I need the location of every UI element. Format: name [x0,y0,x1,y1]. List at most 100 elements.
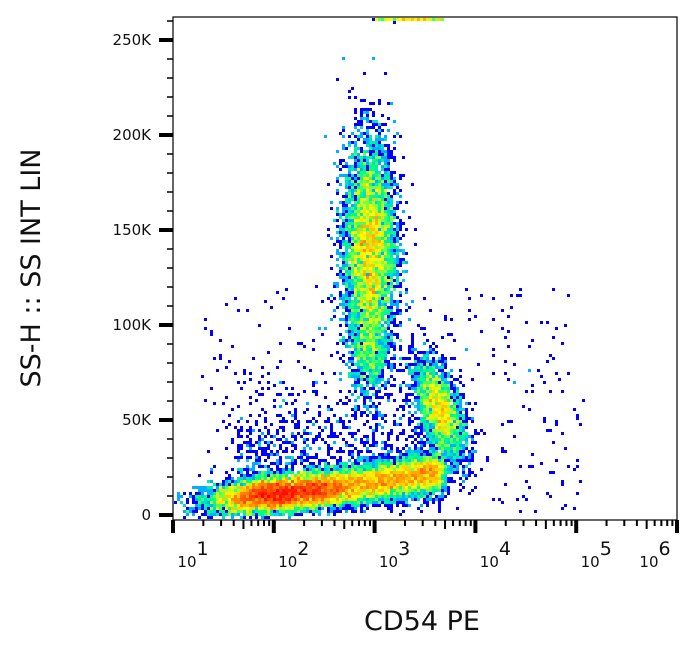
density-cell [360,411,363,414]
density-cell [369,462,372,465]
density-cell [378,123,381,126]
density-cell [444,375,447,378]
density-cell [315,381,318,384]
density-cell [378,252,381,255]
density-cell [324,492,327,495]
density-cell [357,456,360,459]
density-cell [363,423,366,426]
density-cell [375,252,378,255]
density-cell [543,420,546,423]
density-cell [288,507,291,510]
density-cell [240,495,243,498]
density-cell [231,408,234,411]
density-cell [390,177,393,180]
density-cell [393,456,396,459]
density-cell [459,405,462,408]
density-cell [378,381,381,384]
density-cell [354,468,357,471]
density-cell [363,159,366,162]
density-cell [348,324,351,327]
density-cell [324,504,327,507]
density-cell [396,132,399,135]
density-cell [351,342,354,345]
density-cell [264,450,267,453]
density-cell [396,252,399,255]
density-cell [453,402,456,405]
density-cell [372,501,375,504]
density-cell [306,408,309,411]
density-cell [357,453,360,456]
density-cell [336,252,339,255]
density-cell [429,447,432,450]
density-cell [291,495,294,498]
density-cell [354,180,357,183]
density-cell [393,459,396,462]
density-cell [465,447,468,450]
density-cell [321,492,324,495]
density-cell [384,480,387,483]
density-cell [375,207,378,210]
density-cell [366,114,369,117]
density-cell [261,516,264,519]
density-cell [456,396,459,399]
density-cell [372,141,375,144]
density-cell [354,192,357,195]
density-cell [306,456,309,459]
density-cell [366,210,369,213]
density-cell [372,462,375,465]
density-cell [255,507,258,510]
density-cell [300,510,303,513]
density-cell [393,315,396,318]
density-cell [405,363,408,366]
density-cell [354,222,357,225]
density-cell [321,501,324,504]
density-cell [399,477,402,480]
density-cell [417,456,420,459]
density-cell [264,426,267,429]
density-cell [405,504,408,507]
density-cell [396,480,399,483]
density-cell [372,348,375,351]
density-cell [363,234,366,237]
density-cell [366,339,369,342]
density-cell [408,456,411,459]
density-cell [276,291,279,294]
density-cell [327,417,330,420]
density-cell [366,420,369,423]
density-cell [354,414,357,417]
density-cell [552,336,555,339]
density-cell [435,486,438,489]
density-cell [216,495,219,498]
density-cell [387,450,390,453]
density-cell [375,231,378,234]
density-cell [342,489,345,492]
density-cell [432,432,435,435]
density-cell [438,396,441,399]
x-major-tick [675,520,679,533]
density-cell [279,474,282,477]
density-cell [462,480,465,483]
density-cell [267,441,270,444]
density-cell [420,369,423,372]
density-cell [264,510,267,513]
density-cell [393,348,396,351]
density-cell [381,204,384,207]
density-cell [339,243,342,246]
density-cell [303,483,306,486]
density-cell [339,468,342,471]
density-cell [282,510,285,513]
density-cell [369,291,372,294]
density-cell [390,270,393,273]
density-cell [363,237,366,240]
density-cell [432,396,435,399]
density-cell [327,228,330,231]
density-cell [366,111,369,114]
density-cell [393,423,396,426]
density-cell [339,486,342,489]
density-cell [306,438,309,441]
density-cell [384,138,387,141]
density-cell [240,453,243,456]
density-cell [384,198,387,201]
density-cell [354,462,357,465]
density-cell [384,156,387,159]
